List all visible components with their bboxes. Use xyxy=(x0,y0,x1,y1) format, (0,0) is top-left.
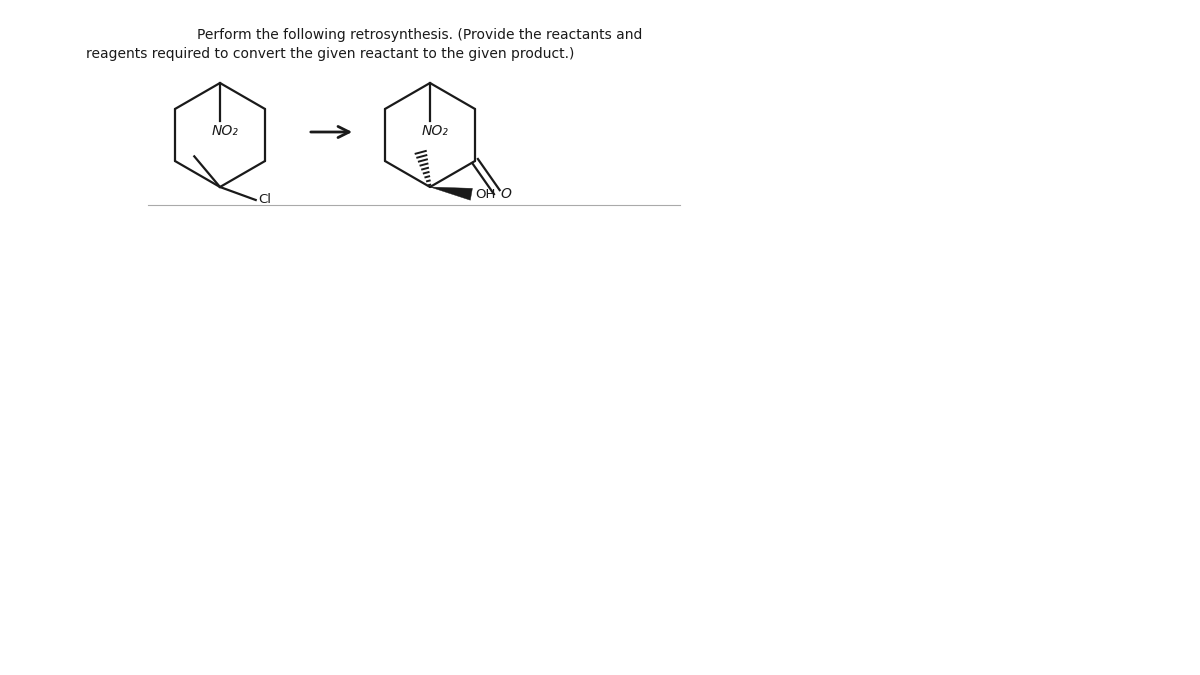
Polygon shape xyxy=(430,187,473,200)
Text: NO₂: NO₂ xyxy=(422,124,449,138)
Text: reagents required to convert the given reactant to the given product.): reagents required to convert the given r… xyxy=(86,47,574,61)
Text: NO₂: NO₂ xyxy=(212,124,239,138)
Text: OH: OH xyxy=(475,188,496,200)
Text: Cl: Cl xyxy=(259,194,271,207)
Text: O: O xyxy=(500,187,511,201)
Text: Perform the following retrosynthesis. (Provide the reactants and: Perform the following retrosynthesis. (P… xyxy=(197,28,643,42)
